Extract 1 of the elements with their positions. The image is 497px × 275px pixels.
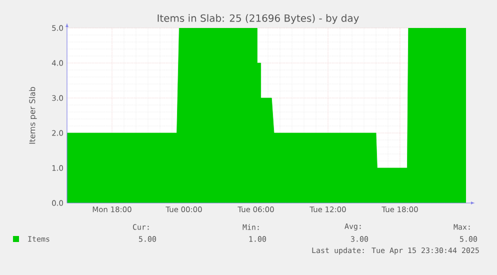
chart-title: Items in Slab: 25 (21696 Bytes) - by day xyxy=(158,14,359,24)
